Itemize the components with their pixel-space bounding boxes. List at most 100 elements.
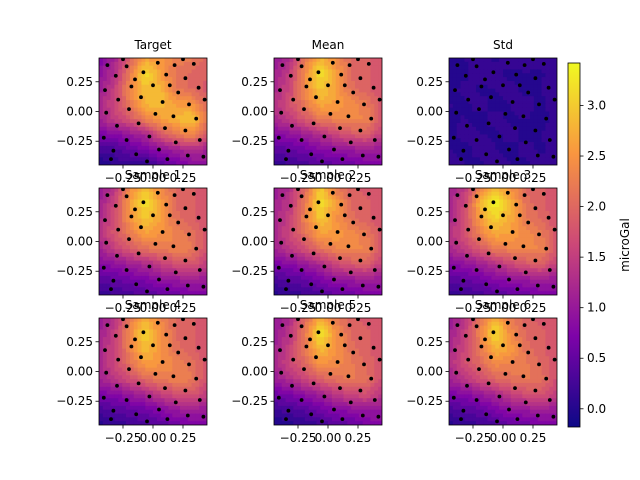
- contour-cell: [449, 237, 454, 242]
- contour-cell: [99, 272, 104, 277]
- contour-cell: [141, 268, 146, 273]
- contour-cell: [156, 203, 162, 208]
- contour-cell: [460, 115, 465, 120]
- contour-cell: [328, 199, 333, 204]
- contour-cell: [370, 195, 375, 200]
- contour-cell: [274, 103, 279, 109]
- contour-cell: [164, 210, 169, 216]
- contour-cell: [126, 252, 131, 258]
- scatter-point: [372, 268, 377, 272]
- contour-cell: [285, 245, 290, 250]
- contour-cell: [126, 111, 131, 116]
- contour-cell: [351, 77, 356, 82]
- contour-cell: [149, 222, 154, 227]
- contour-cell: [476, 264, 481, 269]
- contour-cell: [449, 199, 454, 204]
- contour-cell: [118, 142, 123, 147]
- contour-cell: [304, 65, 310, 70]
- contour-cell: [370, 92, 375, 97]
- contour-cell: [331, 222, 337, 227]
- contour-cell: [191, 199, 196, 204]
- contour-cell: [281, 145, 286, 151]
- contour-cell: [99, 77, 104, 82]
- contour-cell: [297, 84, 302, 89]
- contour-cell: [522, 287, 527, 292]
- contour-cell: [281, 214, 286, 219]
- contour-cell: [289, 77, 294, 82]
- contour-cell: [464, 287, 469, 292]
- contour-cell: [183, 134, 189, 139]
- contour-cell: [126, 256, 131, 262]
- contour-cell: [110, 119, 115, 124]
- contour-cell: [316, 233, 321, 239]
- contour-cell: [160, 210, 165, 216]
- contour-cell: [153, 115, 158, 120]
- contour-cell: [533, 199, 539, 204]
- contour-cell: [285, 249, 290, 254]
- contour-cell: [160, 207, 165, 212]
- contour-cell: [370, 279, 375, 284]
- contour-cell: [180, 73, 185, 78]
- contour-cell: [530, 275, 535, 281]
- contour-cell: [370, 203, 375, 208]
- scatter-point: [474, 64, 479, 69]
- scatter-point: [279, 110, 284, 115]
- contour-cell: [343, 145, 348, 151]
- contour-cell: [358, 69, 364, 74]
- contour-cell: [495, 130, 500, 135]
- contour-cell: [191, 73, 196, 78]
- contour-cell: [537, 249, 542, 254]
- scatter-point: [284, 287, 288, 291]
- contour-cell: [183, 65, 189, 70]
- contour-cell: [491, 145, 496, 151]
- contour-cell: [191, 80, 196, 86]
- contour-cell: [472, 88, 477, 93]
- contour-cell: [491, 222, 496, 227]
- contour-cell: [102, 107, 108, 112]
- contour-cell: [285, 115, 290, 120]
- contour-cell: [122, 283, 127, 288]
- contour-cell: [172, 279, 177, 284]
- contour-cell: [164, 61, 169, 67]
- contour-cell: [156, 241, 162, 246]
- contour-cell: [479, 69, 485, 74]
- contour-cell: [328, 65, 333, 70]
- contour-cell: [145, 195, 150, 200]
- contour-cell: [339, 115, 344, 120]
- contour-cell: [347, 272, 352, 277]
- contour-cell: [499, 157, 504, 162]
- contour-cell: [301, 287, 306, 292]
- contour-cell: [545, 138, 550, 143]
- contour-cell: [180, 195, 185, 200]
- contour-cell: [518, 226, 523, 231]
- contour-cell: [487, 214, 492, 219]
- contour-cell: [541, 145, 546, 151]
- contour-cell: [468, 207, 473, 212]
- contour-cell: [126, 226, 131, 231]
- contour-cell: [499, 249, 504, 254]
- contour-cell: [160, 252, 165, 258]
- contour-cell: [110, 145, 115, 151]
- contour-cell: [374, 111, 379, 116]
- contour-cell: [187, 149, 192, 154]
- contour-cell: [137, 103, 142, 109]
- contour-cell: [203, 203, 207, 208]
- contour-cell: [487, 119, 492, 124]
- contour-cell: [483, 130, 488, 135]
- contour-cell: [129, 283, 135, 288]
- contour-cell: [168, 191, 173, 197]
- contour-cell: [126, 188, 131, 193]
- contour-cell: [476, 226, 481, 231]
- contour-cell: [351, 203, 356, 208]
- contour-cell: [277, 279, 283, 284]
- contour-cell: [172, 161, 177, 165]
- contour-cell: [541, 203, 546, 208]
- contour-cell: [195, 264, 200, 269]
- contour-cell: [172, 256, 177, 262]
- contour-cell: [187, 218, 192, 223]
- contour-cell: [518, 272, 523, 277]
- contour-cell: [503, 145, 508, 151]
- contour-cell: [362, 80, 367, 86]
- contour-cell: [491, 149, 496, 154]
